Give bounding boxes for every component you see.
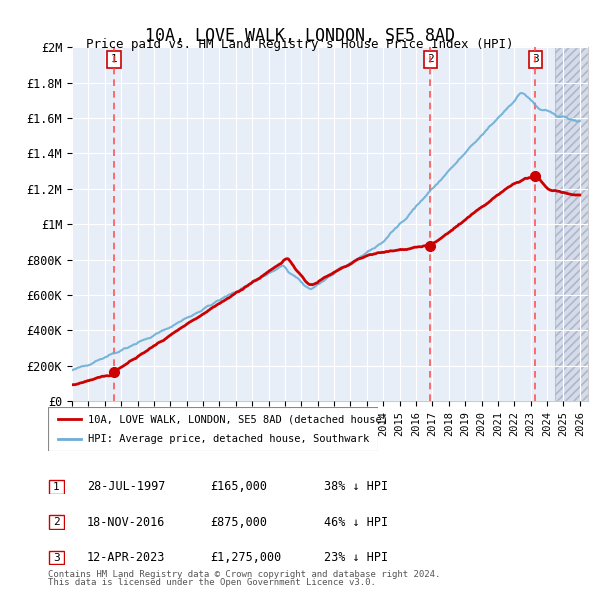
Text: £165,000: £165,000 — [210, 480, 267, 493]
Text: 1: 1 — [111, 54, 118, 64]
Text: Contains HM Land Registry data © Crown copyright and database right 2024.: Contains HM Land Registry data © Crown c… — [48, 571, 440, 579]
Text: 3: 3 — [532, 54, 539, 64]
Text: £875,000: £875,000 — [210, 516, 267, 529]
Text: 12-APR-2023: 12-APR-2023 — [87, 551, 166, 564]
Text: 23% ↓ HPI: 23% ↓ HPI — [324, 551, 388, 564]
Text: 10A, LOVE WALK, LONDON, SE5 8AD (detached house): 10A, LOVE WALK, LONDON, SE5 8AD (detache… — [88, 415, 388, 424]
FancyBboxPatch shape — [49, 480, 64, 494]
Text: HPI: Average price, detached house, Southwark: HPI: Average price, detached house, Sout… — [88, 434, 369, 444]
Text: 18-NOV-2016: 18-NOV-2016 — [87, 516, 166, 529]
FancyBboxPatch shape — [48, 407, 378, 451]
FancyBboxPatch shape — [49, 550, 64, 565]
Text: 46% ↓ HPI: 46% ↓ HPI — [324, 516, 388, 529]
Text: Price paid vs. HM Land Registry's House Price Index (HPI): Price paid vs. HM Land Registry's House … — [86, 38, 514, 51]
Text: 28-JUL-1997: 28-JUL-1997 — [87, 480, 166, 493]
Text: 3: 3 — [53, 553, 60, 562]
Text: This data is licensed under the Open Government Licence v3.0.: This data is licensed under the Open Gov… — [48, 578, 376, 587]
FancyBboxPatch shape — [49, 515, 64, 529]
Bar — [555, 47, 588, 401]
Text: 10A, LOVE WALK, LONDON, SE5 8AD: 10A, LOVE WALK, LONDON, SE5 8AD — [145, 27, 455, 45]
Text: 2: 2 — [427, 54, 434, 64]
Text: £1,275,000: £1,275,000 — [210, 551, 281, 564]
Bar — [555, 47, 588, 401]
Text: 2: 2 — [53, 517, 60, 527]
Text: 38% ↓ HPI: 38% ↓ HPI — [324, 480, 388, 493]
Text: 1: 1 — [53, 482, 60, 491]
